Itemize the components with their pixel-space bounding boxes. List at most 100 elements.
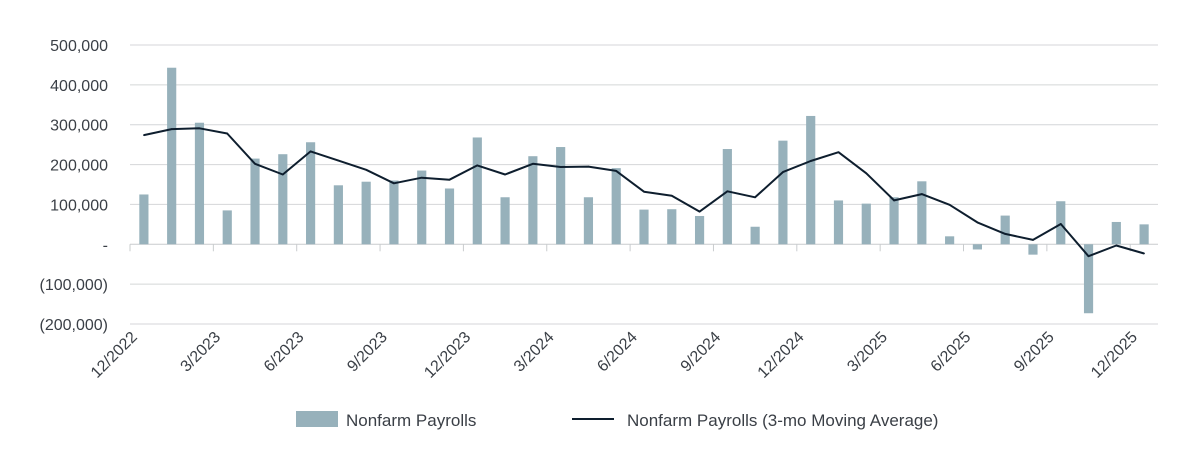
bar bbox=[444, 188, 455, 245]
gridlines bbox=[130, 44, 1158, 325]
x-tick-label: 12/2022 bbox=[88, 329, 141, 382]
bar bbox=[306, 142, 316, 245]
bar bbox=[1139, 224, 1149, 245]
line-point bbox=[559, 166, 562, 168]
x-tick-label: 6/2023 bbox=[261, 329, 308, 376]
bar bbox=[945, 236, 955, 245]
line-point bbox=[1143, 252, 1145, 255]
line-point bbox=[1115, 244, 1118, 247]
bar bbox=[389, 180, 399, 245]
bar bbox=[222, 210, 232, 245]
bar bbox=[278, 154, 288, 245]
x-tick-label: 6/2025 bbox=[928, 329, 975, 376]
y-tick-label: 300,000 bbox=[50, 118, 108, 135]
line-point bbox=[643, 190, 645, 193]
bar bbox=[333, 185, 343, 245]
bar bbox=[1111, 221, 1121, 245]
line-point bbox=[420, 176, 423, 179]
x-tick-label: 12/2025 bbox=[1088, 329, 1141, 382]
bar bbox=[583, 197, 594, 245]
bar bbox=[556, 147, 566, 245]
line-point bbox=[476, 164, 479, 167]
bar bbox=[833, 200, 844, 245]
y-tick-label: 400,000 bbox=[50, 78, 108, 95]
line-point bbox=[1059, 223, 1062, 225]
bar bbox=[889, 197, 899, 245]
bar bbox=[500, 197, 510, 245]
line-point bbox=[170, 128, 173, 130]
line-point bbox=[809, 160, 812, 162]
bar bbox=[722, 149, 732, 245]
line-point bbox=[782, 171, 784, 173]
bar bbox=[250, 158, 260, 245]
bar bbox=[639, 209, 649, 245]
x-tick-label: 9/2023 bbox=[344, 329, 391, 376]
x-tick-label: 3/2024 bbox=[511, 329, 558, 376]
bar bbox=[806, 115, 816, 245]
bar bbox=[1056, 201, 1066, 245]
bar bbox=[1028, 244, 1038, 255]
bar bbox=[861, 203, 871, 245]
y-tick-label: 200,000 bbox=[50, 158, 108, 175]
bar bbox=[528, 156, 538, 245]
x-axis-tick-labels: 12/2022 3/2023 6/2023 9/2023 12/2023 3/2024 6/… bbox=[88, 329, 1141, 382]
x-tick-label: 6/2024 bbox=[594, 329, 641, 376]
line-point bbox=[837, 151, 840, 154]
line-series-moving-average bbox=[143, 127, 1145, 258]
bar bbox=[778, 140, 788, 245]
bar bbox=[1083, 244, 1094, 314]
bar bbox=[361, 181, 371, 245]
x-tick-label: 9/2025 bbox=[1011, 329, 1058, 376]
x-tick-label: 3/2023 bbox=[178, 329, 225, 376]
bar bbox=[472, 137, 482, 245]
line-point bbox=[1032, 239, 1034, 241]
line-point bbox=[615, 170, 618, 172]
line-point bbox=[726, 190, 729, 193]
legend: Nonfarm Payrolls Nonfarm Payrolls (3-mo … bbox=[296, 411, 938, 430]
line-point bbox=[337, 159, 340, 162]
line-point bbox=[254, 162, 256, 165]
y-tick-label: (100,000) bbox=[40, 277, 109, 294]
line-point bbox=[865, 172, 868, 175]
line-point bbox=[504, 173, 506, 176]
bar bbox=[167, 67, 177, 245]
y-tick-label: (200,000) bbox=[40, 317, 109, 334]
bar bbox=[194, 122, 205, 245]
y-tick-label: 500,000 bbox=[50, 38, 108, 55]
bar bbox=[611, 168, 621, 245]
bar bbox=[694, 215, 705, 245]
bar bbox=[750, 226, 760, 245]
line-point bbox=[698, 210, 701, 213]
line-point bbox=[587, 165, 590, 168]
bar bbox=[139, 194, 149, 245]
y-axis-tick-labels: 500,000 400,000 300,000 200,000 100,000 - (100… bbox=[40, 38, 109, 334]
line-point bbox=[226, 132, 229, 135]
line-point bbox=[448, 178, 451, 181]
legend-label-bar: Nonfarm Payrolls bbox=[346, 411, 476, 430]
x-tick-label: 9/2024 bbox=[678, 329, 725, 376]
line-point bbox=[893, 199, 895, 202]
zero-axis bbox=[129, 243, 1158, 252]
x-tick-label: 12/2024 bbox=[755, 329, 808, 382]
line-point bbox=[1004, 233, 1006, 235]
line-point bbox=[532, 162, 534, 165]
line-point bbox=[976, 221, 979, 224]
line-point bbox=[143, 134, 145, 136]
x-tick-label: 12/2023 bbox=[421, 329, 474, 382]
line-point bbox=[282, 173, 284, 176]
y-tick-label: 100,000 bbox=[50, 197, 108, 214]
legend-swatch-bar bbox=[296, 411, 338, 427]
line-point bbox=[393, 182, 395, 185]
bar bbox=[917, 181, 927, 245]
bar bbox=[972, 244, 982, 250]
line-point bbox=[921, 193, 923, 195]
line-point bbox=[1087, 255, 1090, 258]
y-tick-label: - bbox=[103, 237, 108, 254]
line-point bbox=[365, 168, 367, 171]
legend-label-line: Nonfarm Payrolls (3-mo Moving Average) bbox=[627, 411, 938, 430]
bar bbox=[667, 209, 677, 245]
bar bbox=[1000, 215, 1010, 245]
line-point bbox=[198, 127, 201, 130]
line-point bbox=[754, 196, 756, 199]
